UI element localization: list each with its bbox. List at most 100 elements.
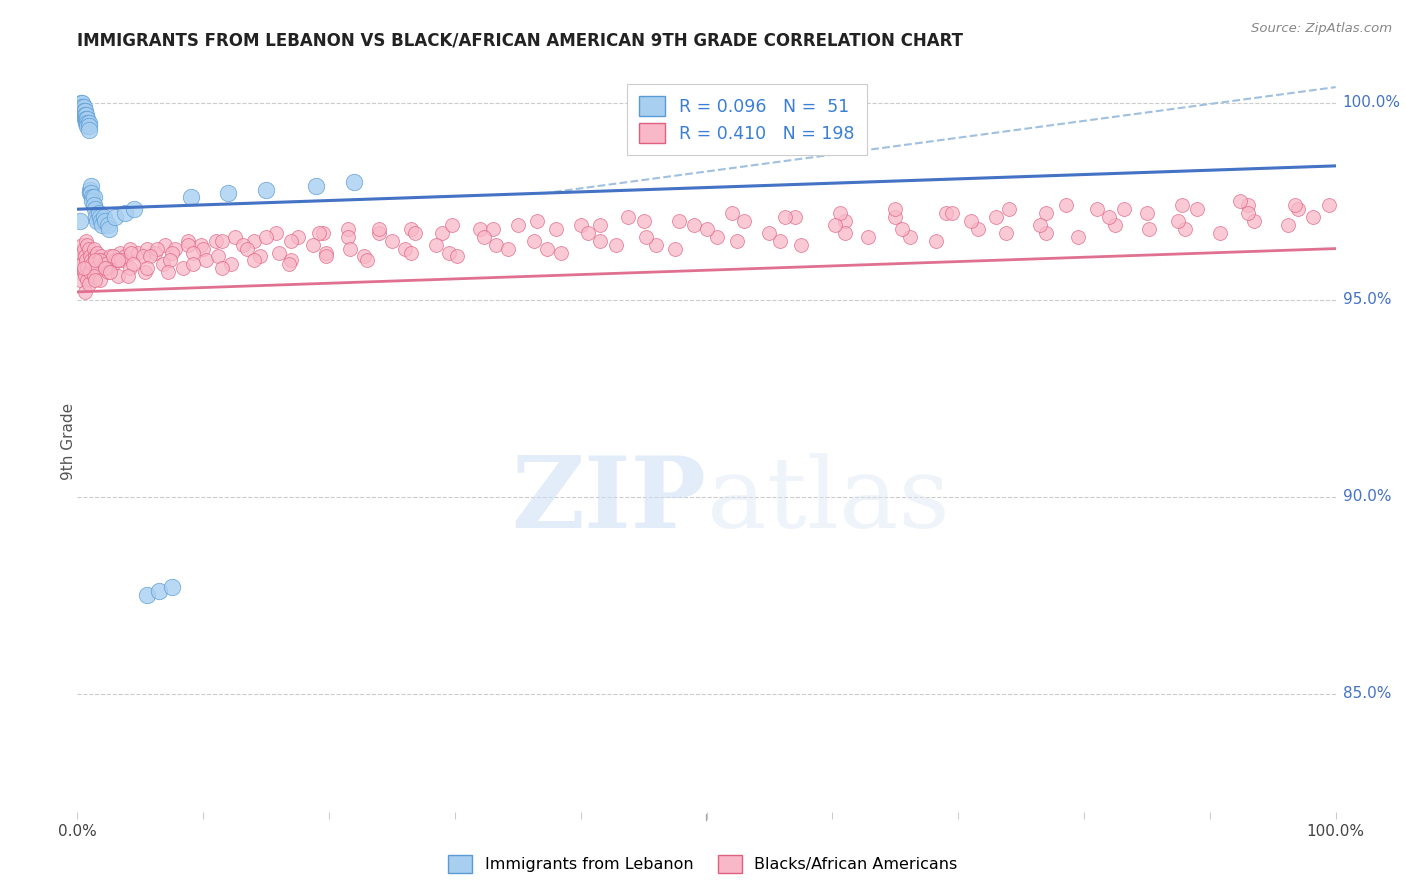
Text: 100.0%: 100.0% [1343, 95, 1400, 111]
Point [160, 580, 183, 594]
Point [305, 178, 328, 193]
Point [924, 234, 946, 248]
Text: 85.0%: 85.0% [1343, 686, 1391, 701]
Point [79, 265, 101, 279]
Point [356, 253, 378, 268]
Point [77, 265, 100, 279]
Point [76, 112, 98, 126]
Point [87, 206, 110, 220]
Point [588, 234, 610, 248]
Point [80, 186, 103, 201]
Point [83, 242, 105, 256]
Point [1174, 222, 1197, 236]
Point [995, 226, 1018, 240]
Point [98, 250, 121, 264]
Point [1243, 214, 1265, 228]
Point [898, 229, 921, 244]
Point [343, 175, 366, 189]
Point [79, 182, 101, 196]
Text: 95.0%: 95.0% [1343, 293, 1391, 307]
Point [425, 237, 447, 252]
Point [1236, 206, 1258, 220]
Point [1319, 198, 1341, 212]
Point [884, 202, 907, 217]
Point [139, 250, 162, 264]
Point [69, 253, 91, 268]
Point [683, 218, 706, 232]
Point [254, 182, 277, 196]
Point [236, 242, 259, 256]
Point [70, 245, 93, 260]
Point [180, 190, 202, 204]
Point [101, 257, 124, 271]
Point [336, 229, 359, 244]
Point [76, 261, 98, 276]
Legend: Immigrants from Lebanon, Blacks/African Americans: Immigrants from Lebanon, Blacks/African … [441, 848, 965, 880]
Point [73, 108, 96, 122]
Point [77, 277, 100, 291]
Point [441, 218, 464, 232]
Point [399, 245, 422, 260]
Point [856, 229, 879, 244]
Point [485, 237, 508, 252]
Point [1302, 210, 1324, 224]
Point [506, 218, 529, 232]
Point [725, 234, 748, 248]
Point [1139, 222, 1161, 236]
Point [696, 222, 718, 236]
Point [544, 222, 567, 236]
Point [89, 210, 111, 224]
Point [120, 261, 142, 276]
Point [96, 261, 118, 276]
Point [72, 103, 94, 118]
Point [315, 250, 337, 264]
Point [91, 257, 114, 271]
Point [1209, 226, 1232, 240]
Point [496, 242, 519, 256]
Point [984, 210, 1007, 224]
Point [1104, 218, 1126, 232]
Point [148, 584, 170, 599]
Point [160, 245, 183, 260]
Point [211, 261, 233, 276]
Point [287, 229, 309, 244]
Point [254, 229, 277, 244]
Point [82, 194, 104, 209]
Point [152, 257, 174, 271]
Point [481, 222, 503, 236]
Point [73, 285, 96, 299]
Point [84, 273, 107, 287]
Point [437, 245, 460, 260]
Point [89, 273, 111, 287]
Point [1286, 202, 1309, 217]
Point [134, 265, 156, 279]
Point [172, 261, 194, 276]
Point [127, 245, 149, 260]
Point [177, 237, 200, 252]
Point [790, 237, 813, 252]
Point [72, 103, 94, 118]
Point [1277, 218, 1299, 232]
Point [69, 273, 91, 287]
Point [1067, 229, 1090, 244]
Point [1229, 194, 1251, 209]
Point [211, 234, 233, 248]
Point [80, 178, 103, 193]
Point [217, 186, 239, 201]
Point [569, 218, 592, 232]
Point [1284, 198, 1306, 212]
Point [468, 222, 491, 236]
Point [1171, 198, 1194, 212]
Point [249, 250, 271, 264]
Point [104, 210, 127, 224]
Point [242, 234, 264, 248]
Point [242, 253, 264, 268]
Point [101, 250, 124, 264]
Point [446, 250, 468, 264]
Point [394, 242, 416, 256]
Point [96, 218, 118, 232]
Point [90, 250, 112, 264]
Point [122, 202, 145, 217]
Point [783, 210, 806, 224]
Point [143, 245, 166, 260]
